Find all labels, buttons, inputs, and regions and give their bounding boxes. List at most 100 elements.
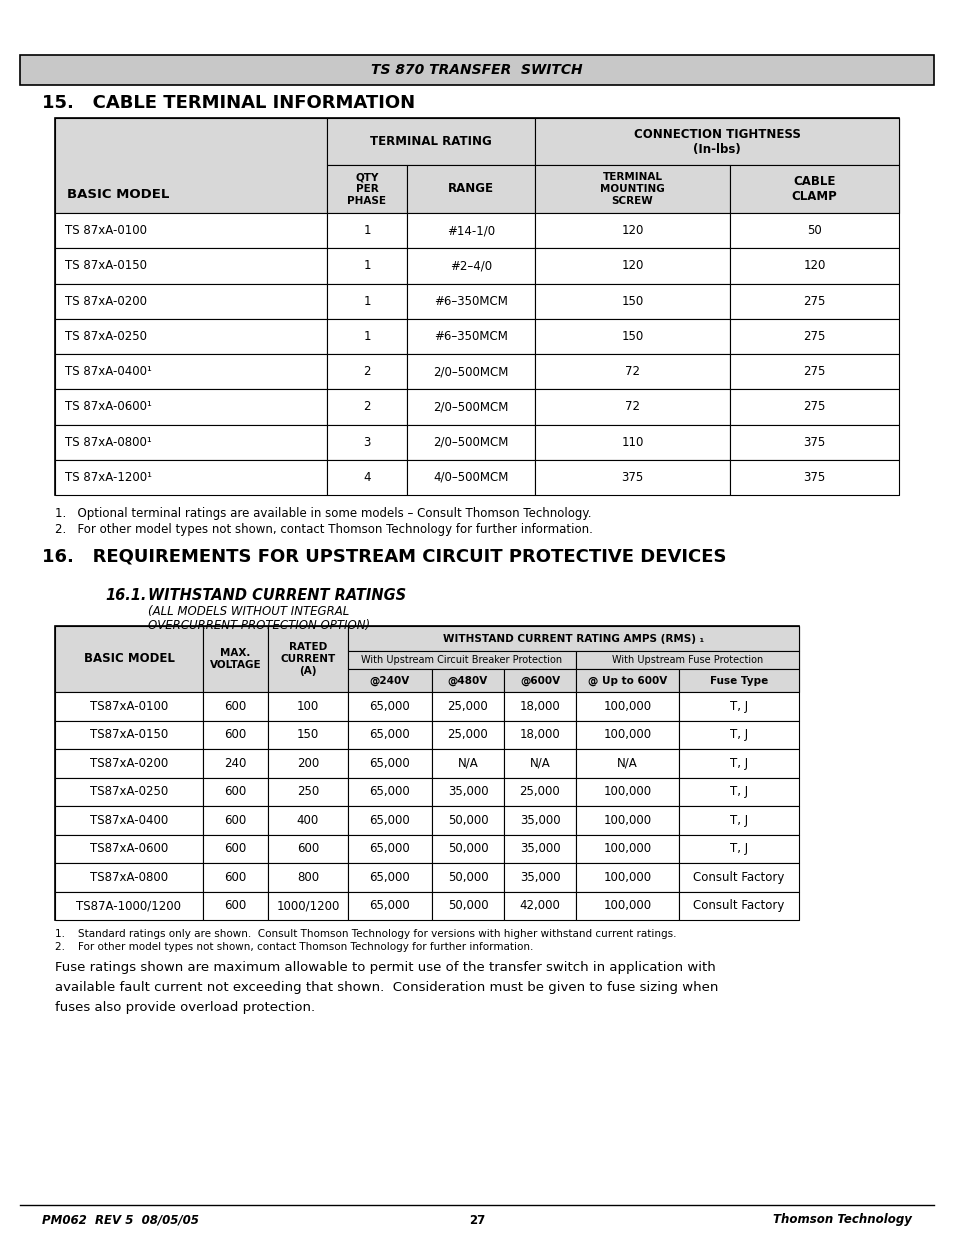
Bar: [55, 720, 203, 748]
Bar: [407, 165, 535, 212]
Text: 2/0–500MCM: 2/0–500MCM: [433, 436, 508, 448]
Text: T, J: T, J: [729, 842, 747, 856]
Bar: [729, 425, 898, 459]
Bar: [268, 626, 348, 692]
Bar: [55, 626, 799, 692]
Bar: [203, 863, 268, 892]
Bar: [576, 669, 679, 692]
Bar: [432, 835, 503, 863]
Bar: [348, 748, 432, 778]
Text: 375: 375: [802, 436, 824, 448]
Bar: [348, 626, 799, 651]
Bar: [55, 248, 327, 284]
Bar: [55, 425, 327, 459]
Bar: [55, 778, 203, 806]
Text: 18,000: 18,000: [519, 729, 559, 741]
Text: WITHSTAND CURRENT RATINGS: WITHSTAND CURRENT RATINGS: [148, 589, 406, 604]
Bar: [503, 692, 576, 720]
Text: 100,000: 100,000: [603, 700, 651, 713]
Text: 65,000: 65,000: [369, 871, 410, 884]
Text: TS87xA-0100: TS87xA-0100: [90, 700, 168, 713]
Text: 1: 1: [363, 330, 371, 343]
Text: 2: 2: [363, 366, 371, 378]
Text: 375: 375: [620, 471, 643, 484]
Text: 110: 110: [620, 436, 643, 448]
Bar: [432, 669, 503, 692]
Bar: [327, 319, 407, 354]
Text: 275: 275: [802, 366, 825, 378]
Text: 600: 600: [224, 842, 247, 856]
Bar: [55, 119, 898, 212]
Text: 65,000: 65,000: [369, 757, 410, 769]
Text: 1.    Standard ratings only are shown.  Consult Thomson Technology for versions : 1. Standard ratings only are shown. Cons…: [55, 929, 676, 939]
Text: 600: 600: [224, 729, 247, 741]
Text: #6–350MCM: #6–350MCM: [434, 295, 507, 308]
Text: 150: 150: [296, 729, 319, 741]
Bar: [729, 354, 898, 389]
Bar: [535, 284, 729, 319]
Bar: [327, 459, 407, 495]
Text: Consult Factory: Consult Factory: [693, 871, 784, 884]
Bar: [348, 778, 432, 806]
Text: 50,000: 50,000: [447, 814, 488, 826]
Bar: [348, 892, 432, 920]
Text: With Upstream Fuse Protection: With Upstream Fuse Protection: [611, 655, 762, 664]
Text: 65,000: 65,000: [369, 842, 410, 856]
Bar: [327, 425, 407, 459]
Text: N/A: N/A: [529, 757, 550, 769]
Bar: [55, 806, 203, 835]
Text: TS 87xA-0250: TS 87xA-0250: [65, 330, 147, 343]
Bar: [729, 212, 898, 248]
Text: 1: 1: [363, 224, 371, 237]
Bar: [729, 389, 898, 425]
Bar: [503, 835, 576, 863]
Text: 600: 600: [224, 899, 247, 913]
Text: 25,000: 25,000: [447, 729, 488, 741]
Bar: [576, 778, 679, 806]
Bar: [679, 669, 799, 692]
Text: 65,000: 65,000: [369, 700, 410, 713]
Bar: [348, 835, 432, 863]
Text: TS87xA-0200: TS87xA-0200: [90, 757, 168, 769]
Bar: [407, 212, 535, 248]
Text: CONNECTION TIGHTNESS
(In-lbs): CONNECTION TIGHTNESS (In-lbs): [633, 127, 800, 156]
Text: TS87xA-0600: TS87xA-0600: [90, 842, 168, 856]
Text: 50,000: 50,000: [447, 842, 488, 856]
Bar: [679, 892, 799, 920]
Text: TS 87xA-0800¹: TS 87xA-0800¹: [65, 436, 152, 448]
Bar: [576, 651, 799, 669]
Text: 100,000: 100,000: [603, 842, 651, 856]
Text: 4: 4: [363, 471, 371, 484]
Text: 25,000: 25,000: [519, 785, 559, 798]
Bar: [503, 748, 576, 778]
Bar: [576, 748, 679, 778]
Text: 600: 600: [224, 814, 247, 826]
Text: CABLE
CLAMP: CABLE CLAMP: [791, 175, 837, 203]
Text: @ Up to 600V: @ Up to 600V: [587, 676, 666, 685]
Bar: [679, 806, 799, 835]
Bar: [55, 284, 327, 319]
Bar: [576, 863, 679, 892]
Text: 15.   CABLE TERMINAL INFORMATION: 15. CABLE TERMINAL INFORMATION: [42, 94, 415, 112]
Text: TS87xA-0400: TS87xA-0400: [90, 814, 168, 826]
Text: 65,000: 65,000: [369, 814, 410, 826]
Text: 240: 240: [224, 757, 247, 769]
Bar: [407, 248, 535, 284]
Bar: [679, 835, 799, 863]
Text: 25,000: 25,000: [447, 700, 488, 713]
Bar: [55, 119, 327, 212]
Bar: [503, 863, 576, 892]
Bar: [268, 835, 348, 863]
Bar: [20, 56, 933, 85]
Bar: [535, 319, 729, 354]
Text: T, J: T, J: [729, 814, 747, 826]
Text: T, J: T, J: [729, 700, 747, 713]
Text: MAX.
VOLTAGE: MAX. VOLTAGE: [210, 648, 261, 669]
Bar: [432, 720, 503, 748]
Bar: [203, 806, 268, 835]
Text: 1: 1: [363, 259, 371, 273]
Bar: [576, 835, 679, 863]
Bar: [327, 248, 407, 284]
Bar: [535, 119, 898, 165]
Bar: [268, 892, 348, 920]
